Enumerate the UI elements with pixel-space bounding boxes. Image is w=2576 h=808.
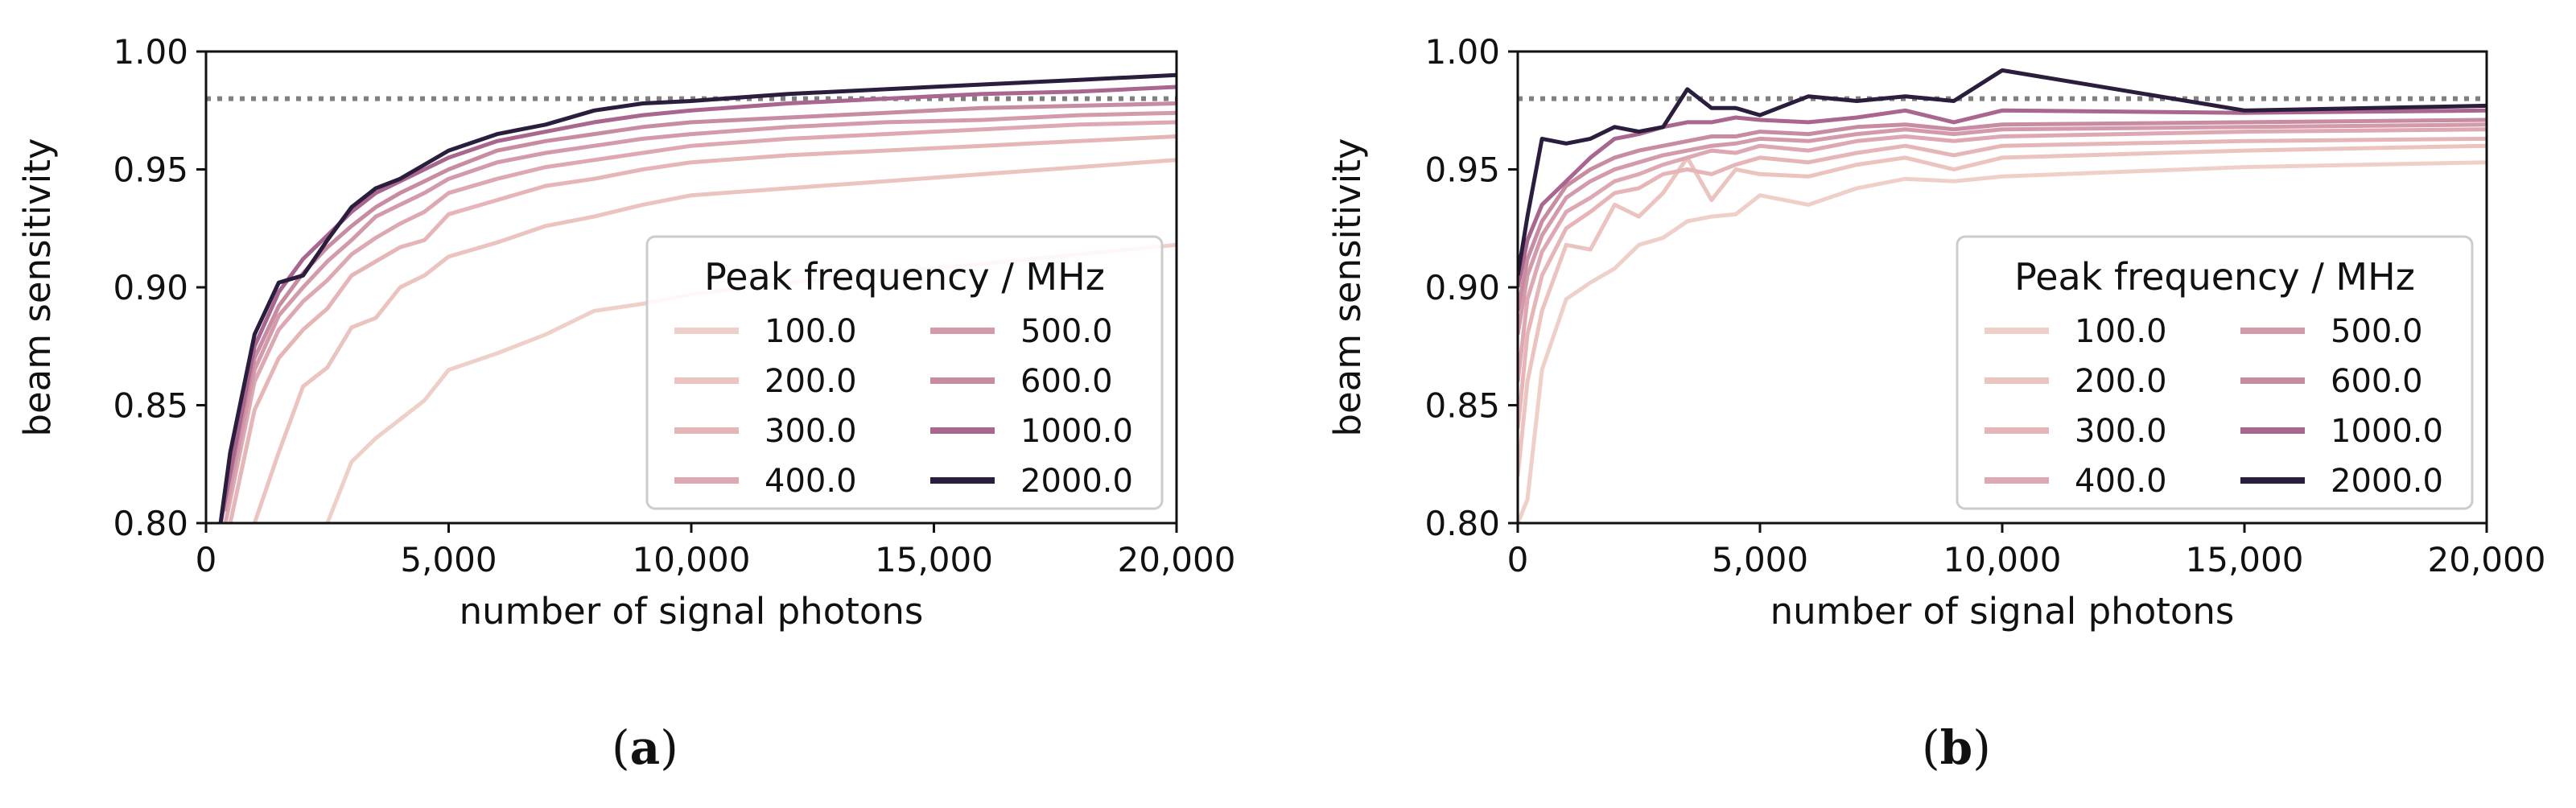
panel-b: 0 5,000 10,000 15,000 20,000 0.80 0.85 0.90 0.95…: [1326, 32, 2545, 633]
caption-a: (a): [612, 720, 678, 775]
legend-label-500.0: 500.0: [1020, 313, 1113, 350]
series-group: [218, 72, 1177, 523]
x-tick-label: 0: [196, 540, 217, 579]
series-line-2000.0: [218, 72, 1177, 523]
series-line-600.0: [1518, 117, 2487, 311]
x-tick-label: 15,000: [875, 540, 993, 579]
panel-a: 0 5,000 10,000 15,000 20,000 0.80 0.85 0.90 0.95…: [16, 32, 1235, 633]
x-axis-label: number of signal photons: [1770, 590, 2235, 633]
legend-title: Peak frequency / MHz: [2014, 255, 2415, 299]
legend-label-1000.0: 1000.0: [1020, 413, 1133, 450]
y-tick-label: 1.00: [1424, 32, 1500, 72]
legend-label-300.0: 300.0: [765, 413, 857, 450]
series-line-400.0: [1518, 127, 2487, 382]
y-tick-label: 0.90: [1424, 268, 1500, 307]
legend-title: Peak frequency / MHz: [704, 255, 1105, 299]
series-line-300.0: [1518, 136, 2487, 430]
x-tick-label: 5,000: [1712, 540, 1808, 579]
series-line-2000.0: [1518, 68, 2487, 276]
series-line-400.0: [223, 120, 1177, 523]
x-tick-label: 5,000: [400, 540, 497, 579]
caption-b-letter: b: [1939, 720, 1973, 775]
y-axis-label: beam sensitivity: [16, 138, 59, 436]
series-line-500.0: [1518, 122, 2487, 336]
legend-box: [645, 235, 1164, 510]
series-line-300.0: [228, 134, 1177, 523]
legend-label-400.0: 400.0: [765, 463, 857, 500]
legend-label-300.0: 300.0: [2075, 413, 2167, 450]
legend-label-500.0: 500.0: [2331, 313, 2423, 350]
x-tick-label: 20,000: [1118, 540, 1236, 579]
legend-label-100.0: 100.0: [2075, 313, 2167, 350]
x-tick-label: 15,000: [2186, 540, 2304, 579]
x-tick-label: 0: [1507, 540, 1529, 579]
y-axis-label: beam sensitivity: [1326, 138, 1369, 436]
legend-label-200.0: 200.0: [765, 363, 857, 400]
legend-label-600.0: 600.0: [1020, 363, 1113, 400]
series-line-200.0: [1518, 143, 2487, 476]
legend-box: [1956, 235, 2474, 510]
series-line-500.0: [223, 110, 1177, 512]
series-line-1000.0: [1518, 108, 2487, 288]
x-tick-label: 10,000: [1943, 540, 2062, 579]
y-tick-label: 0.85: [113, 386, 188, 426]
caption-a-letter: a: [629, 720, 661, 775]
caption-b: (b): [1922, 720, 1991, 775]
series-group: [1518, 68, 2487, 523]
series-line-100.0: [1518, 160, 2487, 523]
y-tick-label: 0.90: [113, 268, 188, 307]
y-tick-label: 0.80: [113, 504, 188, 543]
x-axis-label: number of signal photons: [460, 590, 924, 633]
y-tick-label: 0.95: [1424, 150, 1500, 190]
x-tick-label: 10,000: [633, 540, 751, 579]
x-tick-label: 20,000: [2428, 540, 2546, 579]
y-tick-label: 0.80: [1424, 504, 1500, 543]
legend-label-2000.0: 2000.0: [2331, 463, 2443, 500]
legend: Peak frequency / MHz 100.0 200.0 300.0 400.0…: [645, 235, 1164, 510]
y-tick-label: 0.95: [113, 150, 188, 190]
y-tick-label: 1.00: [113, 32, 188, 72]
legend-label-2000.0: 2000.0: [1020, 463, 1133, 500]
legend-label-400.0: 400.0: [2075, 463, 2167, 500]
legend-label-200.0: 200.0: [2075, 363, 2167, 400]
legend-label-1000.0: 1000.0: [2331, 413, 2443, 450]
legend-label-100.0: 100.0: [765, 313, 857, 350]
legend-label-600.0: 600.0: [2331, 363, 2423, 400]
y-tick-label: 0.85: [1424, 386, 1500, 426]
series-line-1000.0: [218, 85, 1177, 523]
legend: Peak frequency / MHz 100.0 200.0 300.0 400.0…: [1956, 235, 2474, 510]
series-line-200.0: [252, 158, 1177, 523]
